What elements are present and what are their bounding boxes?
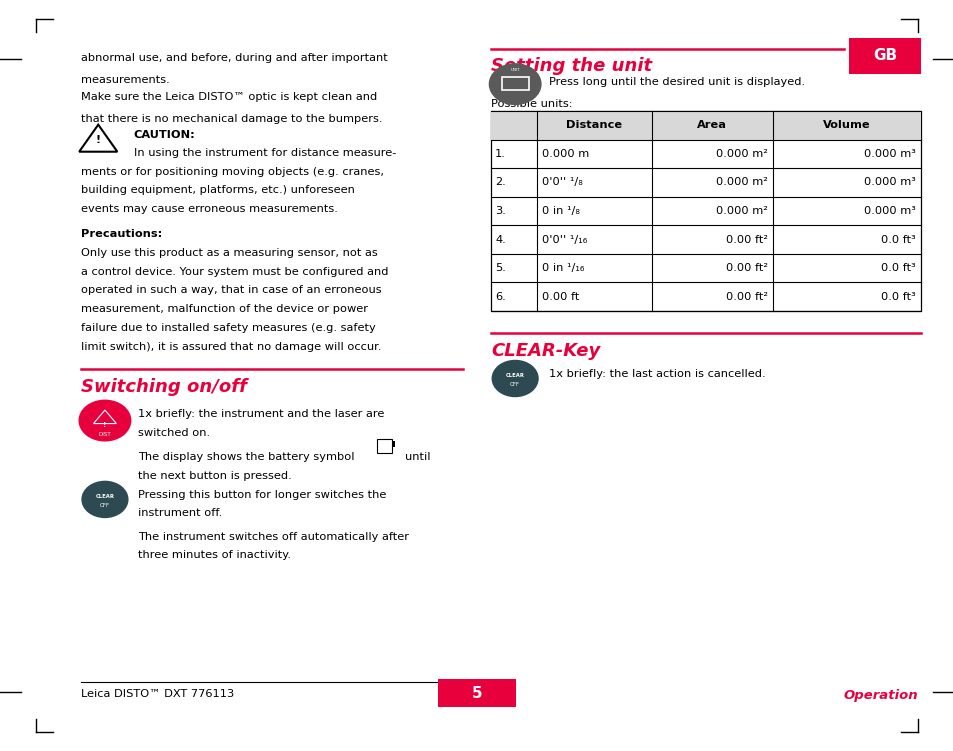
Text: Precautions:: Precautions:: [81, 229, 162, 239]
Text: 0'0'' ¹/₁₆: 0'0'' ¹/₁₆: [541, 234, 586, 245]
Text: 0.000 m³: 0.000 m³: [863, 206, 915, 216]
Text: measurement, malfunction of the device or power: measurement, malfunction of the device o…: [81, 304, 368, 314]
Text: GB: GB: [872, 48, 896, 63]
FancyBboxPatch shape: [392, 441, 395, 447]
Text: a control device. Your system must be configured and: a control device. Your system must be co…: [81, 267, 388, 276]
Text: 0.0 ft³: 0.0 ft³: [881, 234, 915, 245]
Text: 0.000 m²: 0.000 m²: [716, 206, 767, 216]
Text: 0.0 ft³: 0.0 ft³: [881, 291, 915, 302]
Text: events may cause erroneous measurements.: events may cause erroneous measurements.: [81, 204, 337, 214]
Text: !: !: [95, 134, 101, 145]
Text: abnormal use, and before, during and after important: abnormal use, and before, during and aft…: [81, 53, 388, 62]
Text: Pressing this button for longer switches the: Pressing this button for longer switches…: [138, 490, 386, 499]
FancyBboxPatch shape: [501, 77, 528, 90]
Text: 0.000 m³: 0.000 m³: [863, 149, 915, 159]
Circle shape: [79, 400, 131, 441]
FancyBboxPatch shape: [376, 439, 392, 453]
Text: that there is no mechanical damage to the bumpers.: that there is no mechanical damage to th…: [81, 114, 382, 124]
Text: failure due to installed safety measures (e.g. safety: failure due to installed safety measures…: [81, 323, 375, 333]
Text: 3.: 3.: [495, 206, 505, 216]
Text: Area: Area: [697, 120, 726, 131]
Text: 0.000 m²: 0.000 m²: [716, 177, 767, 188]
Text: operated in such a way, that in case of an erroneous: operated in such a way, that in case of …: [81, 285, 381, 295]
Text: 0.0 ft³: 0.0 ft³: [881, 263, 915, 273]
Text: three minutes of inactivity.: three minutes of inactivity.: [138, 550, 291, 560]
Text: 5.: 5.: [495, 263, 505, 273]
Circle shape: [492, 360, 537, 397]
Text: building equipment, platforms, etc.) unforeseen: building equipment, platforms, etc.) unf…: [81, 185, 355, 195]
Text: The instrument switches off automatically after: The instrument switches off automaticall…: [138, 532, 409, 541]
Text: CLEAR: CLEAR: [95, 494, 114, 499]
Text: ments or for positioning moving objects (e.g. cranes,: ments or for positioning moving objects …: [81, 167, 384, 176]
Text: CLEAR-Key: CLEAR-Key: [491, 342, 600, 360]
Text: limit switch), it is assured that no damage will occur.: limit switch), it is assured that no dam…: [81, 342, 381, 351]
Text: The display shows the battery symbol: The display shows the battery symbol: [138, 452, 355, 462]
Text: 4.: 4.: [495, 234, 505, 245]
Circle shape: [489, 64, 540, 104]
Text: Leica DISTO™ DXT 776113: Leica DISTO™ DXT 776113: [81, 689, 234, 699]
Text: Possible units:: Possible units:: [491, 99, 573, 109]
Text: the next button is pressed.: the next button is pressed.: [138, 471, 292, 481]
Text: 0.00 ft²: 0.00 ft²: [725, 234, 767, 245]
Text: 1.: 1.: [495, 149, 505, 159]
Circle shape: [82, 481, 128, 517]
Text: 0'0'' ¹/₈: 0'0'' ¹/₈: [541, 177, 582, 188]
Text: measurements.: measurements.: [81, 75, 170, 85]
Text: Switching on/off: Switching on/off: [81, 378, 247, 396]
Text: 0 in ¹/₁₆: 0 in ¹/₁₆: [541, 263, 583, 273]
Text: In using the instrument for distance measure-: In using the instrument for distance mea…: [133, 148, 395, 158]
Text: CLEAR: CLEAR: [505, 373, 524, 378]
Text: OFF: OFF: [510, 382, 519, 387]
FancyBboxPatch shape: [848, 38, 920, 74]
FancyBboxPatch shape: [437, 679, 516, 707]
Text: 5: 5: [471, 686, 482, 701]
Text: 0.00 ft²: 0.00 ft²: [725, 263, 767, 273]
Text: 0.000 m³: 0.000 m³: [863, 177, 915, 188]
Text: instrument off.: instrument off.: [138, 508, 222, 518]
FancyBboxPatch shape: [491, 111, 920, 311]
FancyBboxPatch shape: [491, 111, 920, 140]
Text: 0.00 ft²: 0.00 ft²: [725, 291, 767, 302]
Text: Setting the unit: Setting the unit: [491, 57, 652, 75]
Text: 1x briefly: the instrument and the laser are: 1x briefly: the instrument and the laser…: [138, 409, 384, 419]
Text: Make sure the Leica DISTO™ optic is kept clean and: Make sure the Leica DISTO™ optic is kept…: [81, 92, 377, 101]
Text: 6.: 6.: [495, 291, 505, 302]
Text: switched on.: switched on.: [138, 428, 211, 438]
Text: 0 in ¹/₈: 0 in ¹/₈: [541, 206, 579, 216]
Text: 2.: 2.: [495, 177, 505, 188]
Text: Distance: Distance: [566, 120, 621, 131]
Text: Operation: Operation: [842, 689, 917, 702]
Text: CAUTION:: CAUTION:: [133, 130, 195, 140]
Text: DIST: DIST: [98, 432, 112, 436]
Text: until: until: [405, 452, 431, 462]
Text: 0.000 m²: 0.000 m²: [716, 149, 767, 159]
Text: !: !: [103, 422, 107, 428]
Text: OFF: OFF: [100, 503, 110, 508]
Text: 0.000 m: 0.000 m: [541, 149, 589, 159]
Text: Volume: Volume: [822, 120, 869, 131]
Text: 0.00 ft: 0.00 ft: [541, 291, 578, 302]
Text: 1x briefly: the last action is cancelled.: 1x briefly: the last action is cancelled…: [548, 369, 764, 379]
Text: Press long until the desired unit is displayed.: Press long until the desired unit is dis…: [548, 77, 803, 86]
Text: Only use this product as a measuring sensor, not as: Only use this product as a measuring sen…: [81, 248, 377, 258]
Text: UNIT: UNIT: [510, 68, 519, 72]
